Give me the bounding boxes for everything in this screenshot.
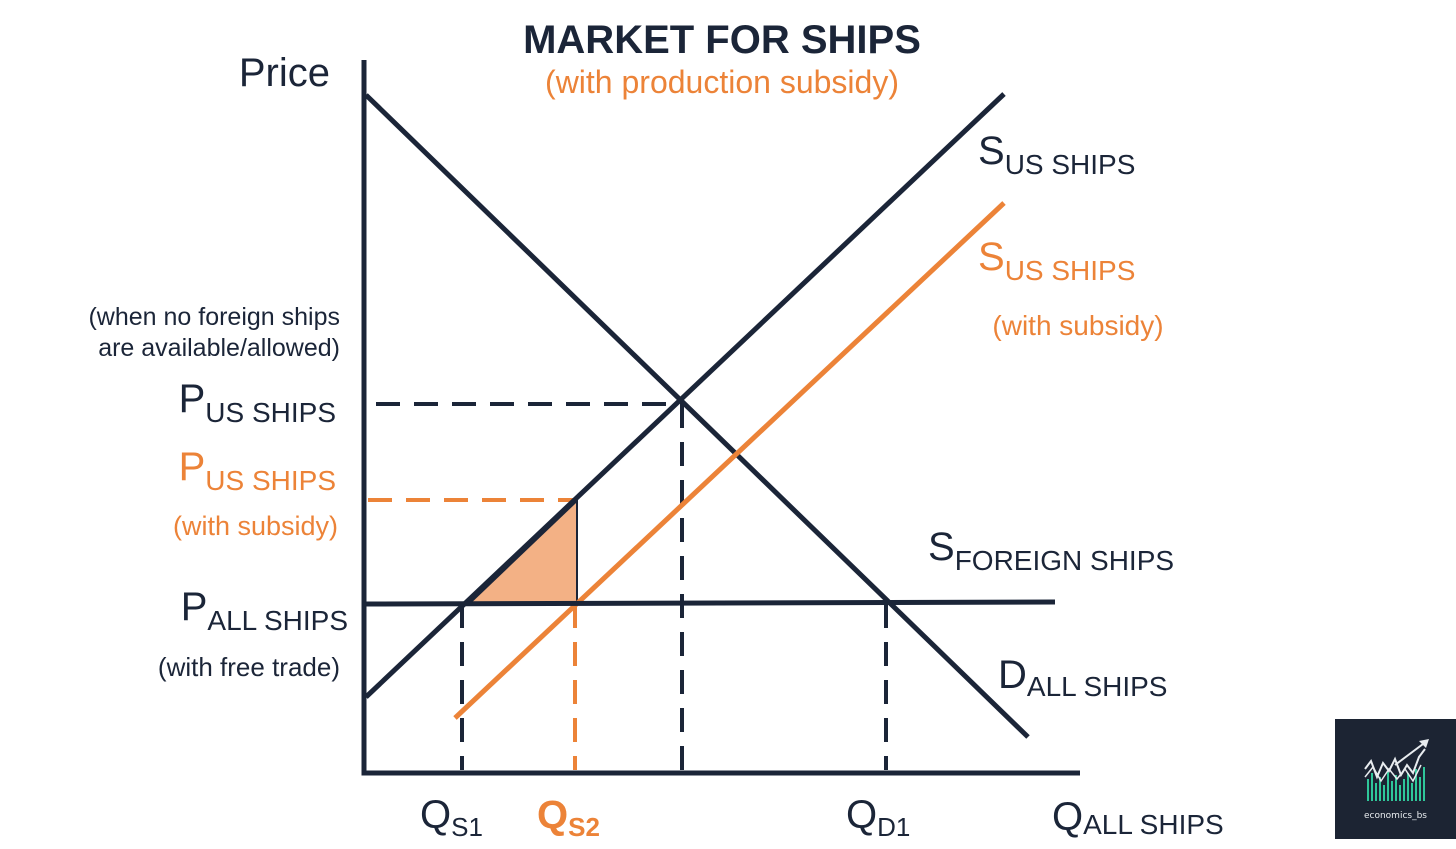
no-foreign-note-line2: are available/allowed) xyxy=(98,334,340,362)
us-supply-subsidy-note: (with subsidy) xyxy=(992,310,1163,341)
foreign-supply-label: SFOREIGN SHIPS xyxy=(928,525,1174,576)
demand-curve xyxy=(364,93,1030,739)
no-foreign-note-line1: (when no foreign ships xyxy=(88,303,340,331)
us-supply-subsidy-curve xyxy=(453,201,1006,720)
axes xyxy=(361,60,1080,776)
x-axis-label-main: Q xyxy=(1052,795,1083,839)
economics-bs-logo: economics_bs xyxy=(1335,719,1456,839)
p-all-label: PALL SHIPS xyxy=(181,585,348,636)
qs1-label: QS1 xyxy=(420,793,483,842)
p-us-subsidy-label: PUS SHIPS xyxy=(179,445,336,496)
p-all-note: (with free trade) xyxy=(158,652,340,682)
chart-logo-icon xyxy=(1364,739,1429,801)
y-axis-label: Price xyxy=(239,51,330,95)
chart-title: MARKET FOR SHIPS xyxy=(523,18,921,62)
qd1-label: QD1 xyxy=(846,793,910,842)
us-supply-label: SUS SHIPS xyxy=(978,129,1135,180)
us-supply-curve xyxy=(364,92,1006,699)
chart-subtitle: (with production subsidy) xyxy=(545,64,899,100)
x-axis-label: QALL SHIPS xyxy=(1052,795,1224,840)
p-us-subsidy-note: (with subsidy) xyxy=(173,511,338,541)
logo-text: economics_bs xyxy=(1363,811,1427,821)
us-supply-subsidy-label: SUS SHIPS xyxy=(978,235,1135,286)
qs2-label: QS2 xyxy=(537,793,600,842)
x-axis-label-sub: ALL SHIPS xyxy=(1083,809,1224,840)
p-us-label: PUS SHIPS xyxy=(179,377,336,428)
foreign-supply-curve xyxy=(365,599,1056,607)
demand-label: DALL SHIPS xyxy=(998,653,1167,702)
